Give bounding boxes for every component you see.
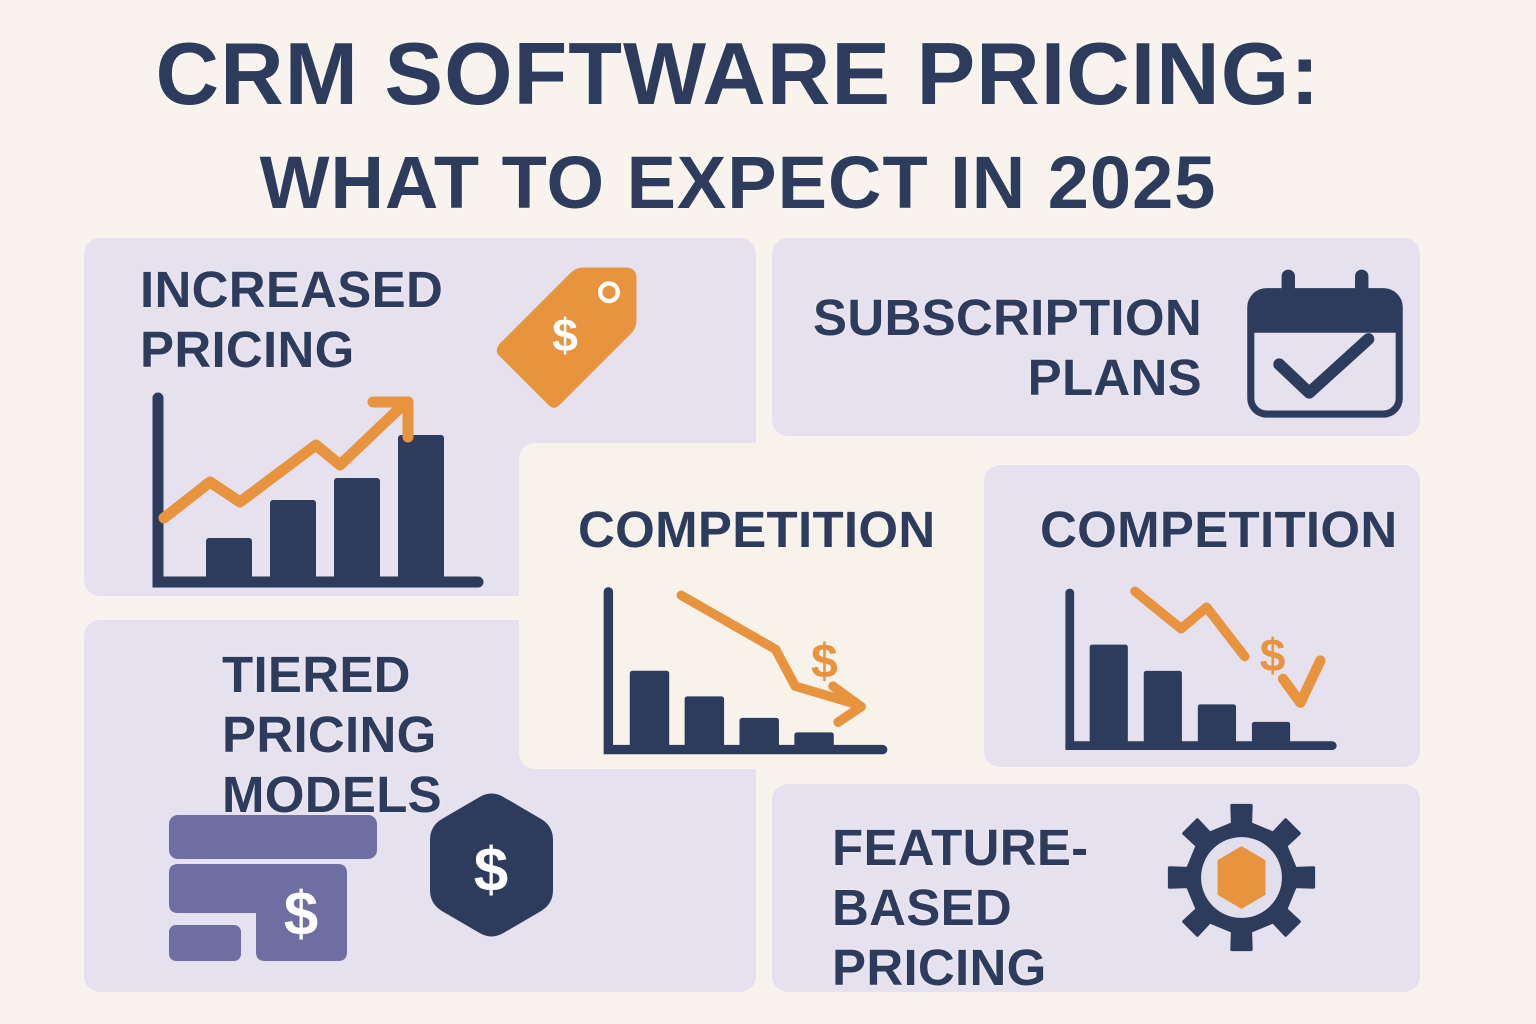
svg-text:$: $ <box>474 836 508 905</box>
svg-text:$: $ <box>811 636 838 689</box>
svg-text:$: $ <box>284 880 318 949</box>
svg-text:$: $ <box>552 309 578 361</box>
svg-text:$: $ <box>1260 629 1286 681</box>
